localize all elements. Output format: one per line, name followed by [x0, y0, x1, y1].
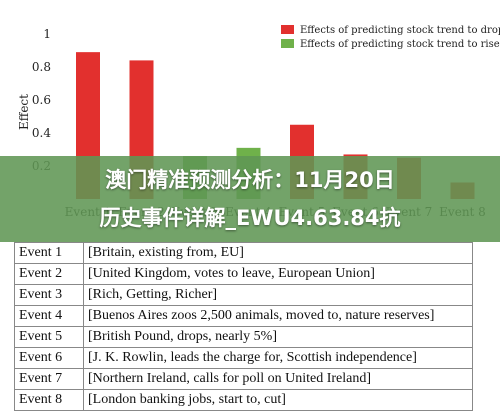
events-table-body: Event 1 [Britain, existing from, EU] Event… — [14, 242, 473, 411]
banner-line-1: 澳门精准预测分析：11月20日 — [105, 168, 395, 192]
table-row: Event 7 [Northern Ireland, calls for poll… — [14, 368, 473, 390]
table-row: Event 6 [J. K. Rowlin, leads the charge f… — [14, 347, 473, 369]
table-row: Event 1 [Britain, existing from, EU] — [14, 242, 473, 264]
table-row: Event 3 [Rich, Getting, Richer] — [14, 284, 473, 306]
event-name-cell: Event 4 — [14, 305, 84, 327]
event-name-cell: Event 2 — [14, 263, 84, 285]
title-banner: 澳门精准预测分析：11月20日 历史事件详解_EWU4.63.84抗 — [0, 156, 500, 242]
event-name-cell: Event 6 — [14, 347, 84, 369]
legend-swatch-drop — [281, 25, 294, 34]
event-description-cell: [J. K. Rowlin, leads the charge for, Sco… — [83, 347, 473, 369]
event-description-cell: [United Kingdom, votes to leave, Europea… — [83, 263, 473, 285]
event-description-cell: [Northern Ireland, calls for poll on Uni… — [83, 368, 473, 390]
table-row: Event 8 [London banking jobs, start to, c… — [14, 389, 473, 411]
table-row: Event 5 [British Pound, drops, nearly 5%] — [14, 326, 473, 348]
event-name-cell: Event 8 — [14, 389, 84, 411]
event-name-cell: Event 5 — [14, 326, 84, 348]
event-description-cell: [Britain, existing from, EU] — [83, 242, 473, 264]
events-table: Event 1 [Britain, existing from, EU] Event… — [14, 242, 473, 411]
legend-label-drop: Effects of predicting stock trend to dro… — [300, 25, 500, 36]
y-tick-label: 0.4 — [32, 126, 51, 140]
y-tick-label: 0.8 — [32, 60, 51, 74]
event-description-cell: [British Pound, drops, nearly 5%] — [83, 326, 473, 348]
event-name-cell: Event 1 — [14, 242, 84, 264]
event-description-cell: [Buenos Aires zoos 2,500 animals, moved … — [83, 305, 473, 327]
legend-swatch-rise — [281, 39, 294, 48]
table-row: Event 2 [United Kingdom, votes to leave, … — [14, 263, 473, 285]
table-row: Event 4 [Buenos Aires zoos 2,500 animals,… — [14, 305, 473, 327]
event-description-cell: [London banking jobs, start to, cut] — [83, 389, 473, 411]
y-tick-label: 0.6 — [32, 93, 51, 107]
y-tick-label: 1 — [43, 27, 51, 41]
event-description-cell: [Rich, Getting, Richer] — [83, 284, 473, 306]
banner-line-2: 历史事件详解_EWU4.63.84抗 — [99, 206, 401, 230]
y-axis: 0.20.40.60.81 — [32, 27, 51, 173]
event-name-cell: Event 7 — [14, 368, 84, 390]
legend-label-rise: Effects of predicting stock trend to ris… — [300, 39, 500, 50]
y-axis-label: Effect — [17, 94, 31, 130]
event-name-cell: Event 3 — [14, 284, 84, 306]
legend: Effects of predicting stock trend to dro… — [281, 25, 500, 50]
